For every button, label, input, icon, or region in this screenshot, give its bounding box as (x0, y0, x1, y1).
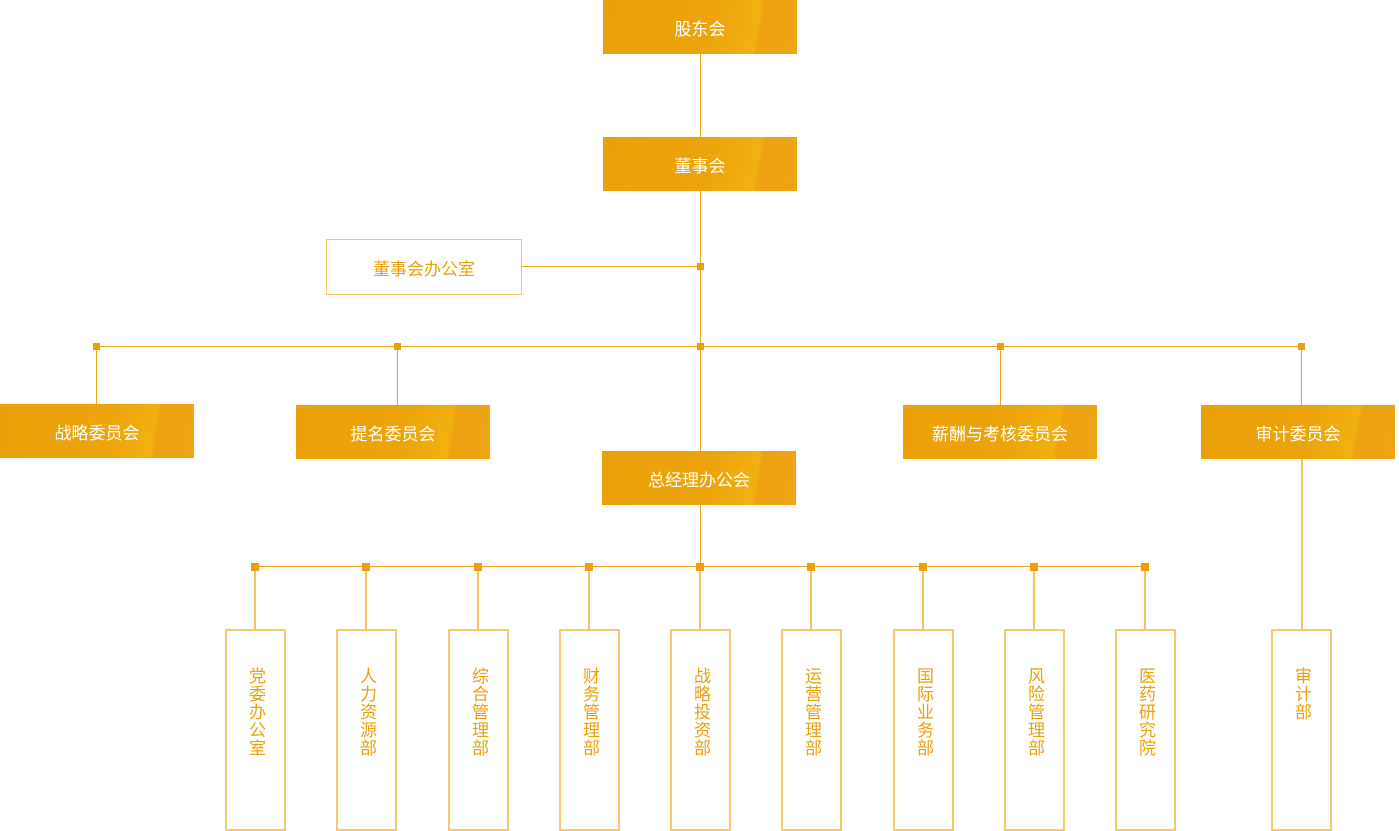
connector-node (807, 563, 815, 571)
department-node: 党委办公室 (225, 629, 286, 831)
connector-line (1033, 566, 1035, 629)
connector-node (93, 343, 100, 350)
node-label: 财务管理部 (579, 667, 599, 757)
audit-dept-node: 审计部 (1271, 629, 1332, 831)
department-node: 运营管理部 (781, 629, 842, 831)
node-label: 审计委员会 (1255, 424, 1341, 445)
connector-node (696, 563, 704, 571)
department-node: 医药研究院 (1115, 629, 1176, 831)
connector-node (1298, 343, 1305, 350)
connector-node (1141, 563, 1149, 571)
node-label: 战略委员会 (54, 423, 140, 444)
node-label: 医药研究院 (1135, 667, 1155, 757)
board-office-node: 董事会办公室 (326, 239, 522, 295)
node-label: 总经理办公会 (648, 470, 750, 491)
connector-line (1144, 566, 1146, 629)
connector-line (1301, 459, 1303, 629)
node-label: 提名委员会 (350, 424, 436, 445)
board-node: 董事会 (603, 137, 797, 191)
committee-nomination: 提名委员会 (296, 405, 490, 459)
connector-line (477, 566, 479, 629)
connector-line (1000, 346, 1001, 405)
connector-line (699, 566, 701, 629)
shareholders-node: 股东会 (603, 0, 797, 54)
node-label: 薪酬与考核委员会 (932, 424, 1068, 445)
node-label: 综合管理部 (468, 667, 488, 757)
connector-node (362, 563, 370, 571)
connector-line (254, 566, 256, 629)
connector-line (700, 54, 701, 451)
connector-node (697, 263, 704, 270)
department-node: 风险管理部 (1004, 629, 1065, 831)
connector-node (997, 343, 1004, 350)
department-node: 国际业务部 (893, 629, 954, 831)
connector-line (521, 266, 701, 267)
connector-node (585, 563, 593, 571)
connector-node (251, 563, 259, 571)
node-label: 股东会 (674, 19, 726, 40)
gm-office-node: 总经理办公会 (602, 451, 796, 505)
node-label: 审计部 (1291, 667, 1311, 721)
connector-line (365, 566, 367, 629)
connector-line (1301, 346, 1302, 405)
node-label: 董事会 (674, 156, 726, 177)
connector-node (474, 563, 482, 571)
committee-strategy: 战略委员会 (0, 404, 194, 458)
node-label: 董事会办公室 (373, 259, 475, 280)
connector-node (1030, 563, 1038, 571)
committee-audit: 审计委员会 (1201, 405, 1395, 459)
node-label: 风险管理部 (1024, 667, 1044, 757)
connector-line (588, 566, 590, 629)
connector-node (697, 343, 704, 350)
node-label: 运营管理部 (801, 667, 821, 757)
connector-node (919, 563, 927, 571)
department-node: 人力资源部 (336, 629, 397, 831)
department-node: 综合管理部 (448, 629, 509, 831)
node-label: 国际业务部 (913, 667, 933, 757)
connector-line (700, 505, 701, 567)
node-label: 党委办公室 (245, 667, 265, 757)
node-label: 战略投资部 (690, 667, 710, 757)
connector-line (96, 346, 97, 404)
node-label: 人力资源部 (356, 667, 376, 757)
connector-line (810, 566, 812, 629)
connector-node (394, 343, 401, 350)
committee-remuneration: 薪酬与考核委员会 (903, 405, 1097, 459)
department-node: 财务管理部 (559, 629, 620, 831)
connector-line (922, 566, 924, 629)
connector-line (397, 346, 398, 405)
department-node: 战略投资部 (670, 629, 731, 831)
